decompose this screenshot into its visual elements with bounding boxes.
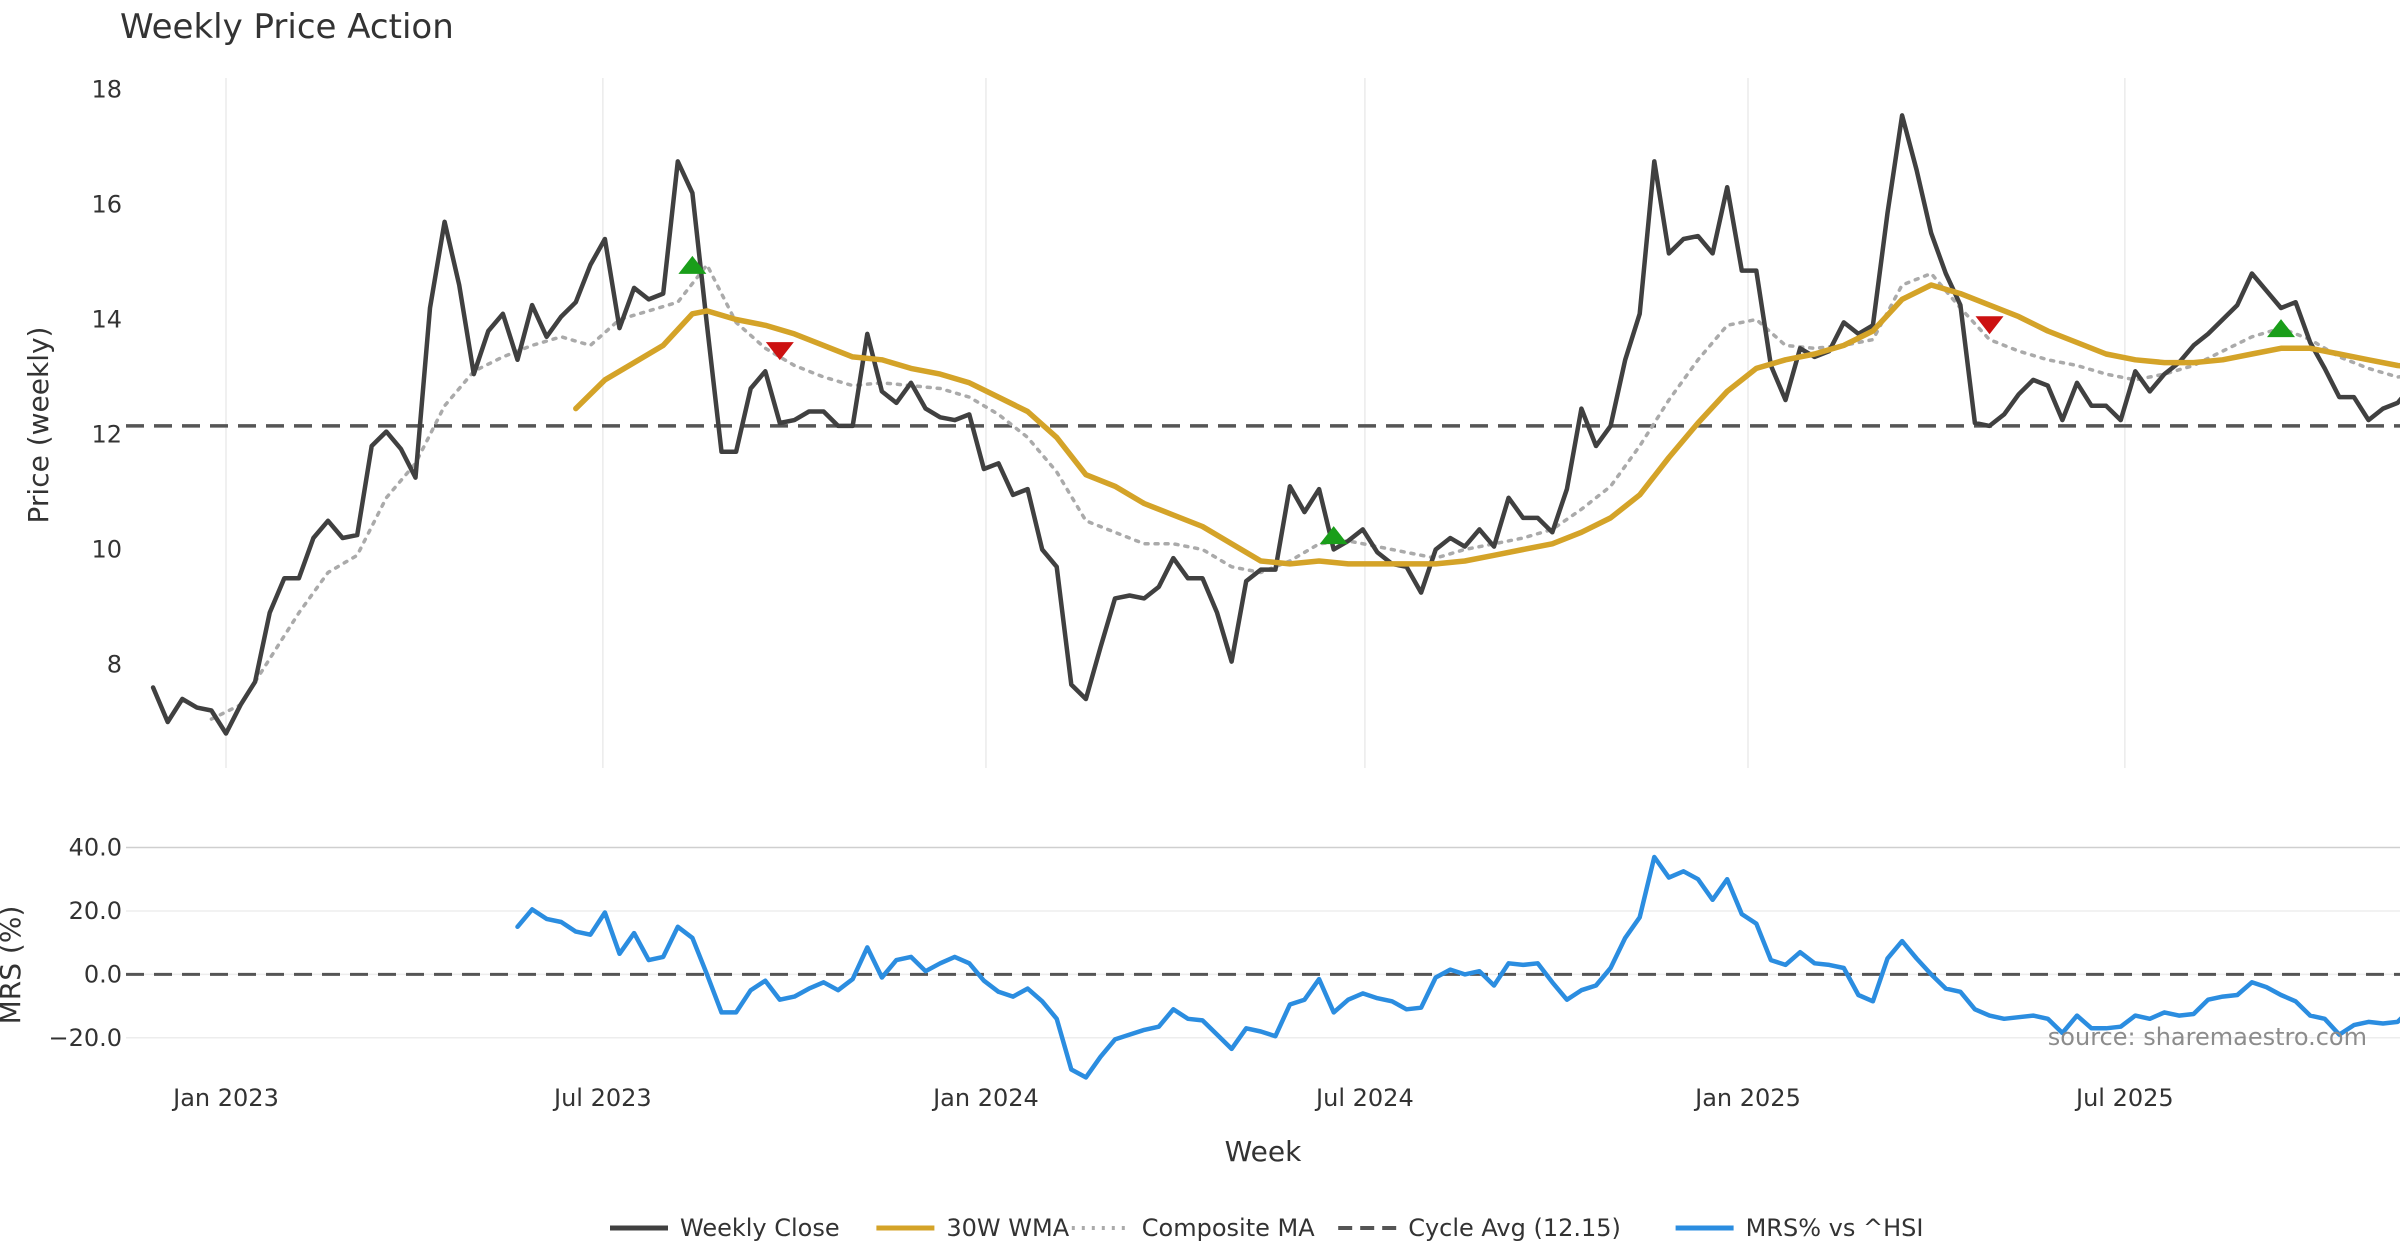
price-y-tick-label: 18 <box>91 76 122 104</box>
x-tick-label: Jan 2024 <box>931 1084 1039 1112</box>
price-y-tick-label: 8 <box>107 651 122 679</box>
mrs-y-tick-label: 40.0 <box>69 834 122 862</box>
legend: Weekly Close 30W WMA Composite MA Cycle Avg… <box>610 1214 1923 1242</box>
x-tick-label: Jan 2023 <box>171 1084 279 1112</box>
series-mrs-vs-hsi <box>515 854 2400 1080</box>
mrs-y-tick-label: −20.0 <box>48 1024 122 1052</box>
buy-signal-marker <box>2267 319 2296 338</box>
legend-entry-composite-ma: Composite MA <box>1071 1214 1315 1242</box>
price-y-ticks: 8 10 12 14 16 18 <box>91 76 122 679</box>
mrs-y-ticks: −20.0 0.0 20.0 40.0 <box>48 834 122 1052</box>
mrs-series <box>126 854 2400 1080</box>
legend-entry-cycle-avg-12-15: Cycle Avg (12.15) <box>1338 1214 1621 1242</box>
buy-signal-marker <box>1319 526 1348 545</box>
mrs-y-axis-title: MRS (%) <box>0 906 27 1025</box>
legend-label: MRS% vs ^HSI <box>1746 1214 1924 1242</box>
x-ticks: Jan 2023 Jul 2023 Jan 2024 Jul 2024 Jan 2025… <box>171 1084 2174 1112</box>
price-y-tick-label: 14 <box>91 306 122 334</box>
x-axis-title: Week <box>1225 1135 1302 1168</box>
price-markers <box>678 255 2296 545</box>
mrs-y-tick-label: 20.0 <box>69 897 122 925</box>
x-tick-label: Jul 2023 <box>552 1084 652 1112</box>
sell-signal-marker <box>1975 316 2004 335</box>
series-weekly-close <box>150 113 2400 736</box>
price-y-tick-label: 16 <box>91 191 122 219</box>
series-30w-wma <box>573 282 2400 567</box>
legend-label: 30W WMA <box>946 1214 1069 1242</box>
price-y-axis-title: Price (weekly) <box>22 327 55 524</box>
sell-signal-marker <box>765 342 794 361</box>
legend-label: Composite MA <box>1142 1214 1315 1242</box>
source-label: source: sharemaestro.com <box>2048 1023 2367 1051</box>
legend-entry-mrs-vs-hsi: MRS% vs ^HSI <box>1675 1214 1924 1242</box>
price-y-tick-label: 10 <box>91 536 122 564</box>
legend-entry-30w-wma: 30W WMA <box>876 1214 1070 1242</box>
mrs-y-tick-label: 0.0 <box>84 960 122 988</box>
x-tick-label: Jul 2025 <box>2074 1084 2174 1112</box>
x-tick-label: Jul 2024 <box>1314 1084 1414 1112</box>
chart-title: Weekly Price Action <box>120 7 454 47</box>
buy-signal-marker <box>678 255 707 274</box>
mrs-grid <box>126 846 2400 1039</box>
legend-label: Cycle Avg (12.15) <box>1408 1214 1621 1242</box>
legend-label: Weekly Close <box>680 1214 840 1242</box>
x-tick-label: Jan 2025 <box>1693 1084 1801 1112</box>
price-series <box>126 113 2400 736</box>
series-composite-ma <box>209 263 2400 721</box>
price-grid <box>225 78 2126 768</box>
legend-entry-weekly-close: Weekly Close <box>610 1214 840 1242</box>
price-y-tick-label: 12 <box>91 421 122 449</box>
